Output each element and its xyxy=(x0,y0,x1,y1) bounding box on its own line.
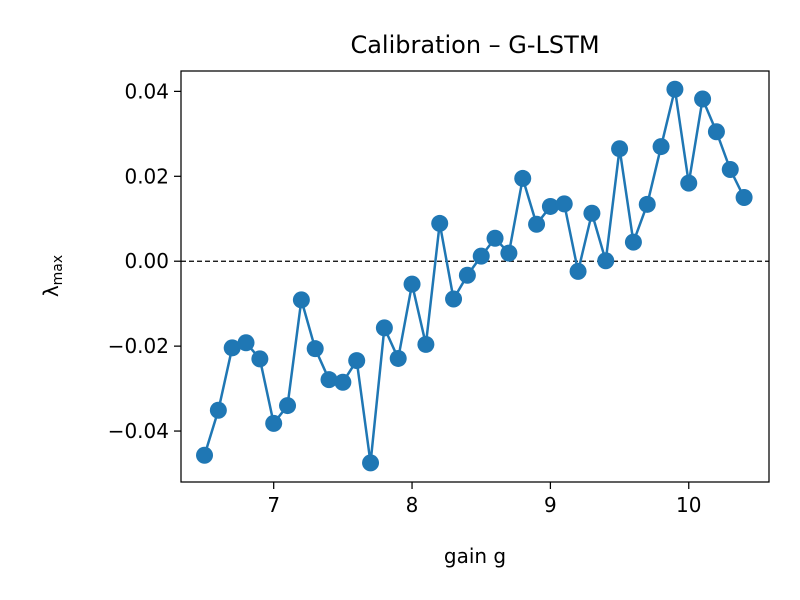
x-tick-label: 7 xyxy=(267,493,280,517)
data-point xyxy=(624,233,642,251)
series-line xyxy=(203,88,746,465)
data-point xyxy=(666,80,684,98)
data-point xyxy=(486,229,504,247)
data-point xyxy=(500,244,518,262)
y-tick-label: −0.02 xyxy=(108,334,169,358)
data-point xyxy=(306,340,324,358)
data-point xyxy=(196,446,214,464)
chart-title: Calibration – G-LSTM xyxy=(350,31,599,59)
plot-area-frame xyxy=(180,70,770,483)
data-point xyxy=(265,414,283,432)
y-axis-ticks: −0.04 −0.02 0.00 0.02 0.04 xyxy=(108,79,181,443)
data-point xyxy=(458,266,476,284)
data-point xyxy=(251,350,269,368)
y-axis-label-main: λ xyxy=(39,285,63,297)
data-point xyxy=(652,138,670,156)
x-tick-label: 9 xyxy=(544,493,557,517)
data-point xyxy=(445,290,463,308)
data-point xyxy=(320,371,338,389)
data-point xyxy=(735,189,753,207)
data-point xyxy=(541,197,559,215)
y-tick-label: −0.04 xyxy=(108,419,169,443)
data-point xyxy=(472,247,490,265)
data-point xyxy=(694,90,712,108)
data-point xyxy=(431,214,449,232)
data-point xyxy=(334,373,352,391)
y-tick-label: 0.00 xyxy=(124,249,169,273)
data-point xyxy=(721,161,739,179)
data-point xyxy=(362,454,380,472)
data-point xyxy=(528,215,546,233)
data-point xyxy=(417,335,435,353)
data-point-layer xyxy=(196,80,753,472)
data-point xyxy=(223,339,241,357)
data-point xyxy=(583,204,601,222)
data-point xyxy=(375,319,393,337)
x-tick-label: 8 xyxy=(406,493,419,517)
data-point xyxy=(680,174,698,192)
data-point xyxy=(237,334,255,352)
data-point xyxy=(209,401,227,419)
data-point xyxy=(555,195,573,213)
x-axis-label: gain g xyxy=(444,544,506,568)
data-point xyxy=(292,291,310,309)
data-point xyxy=(279,397,297,415)
y-axis-label-subscript: max xyxy=(50,255,66,286)
data-point xyxy=(514,169,532,187)
data-point xyxy=(638,195,656,213)
y-tick-label: 0.02 xyxy=(124,164,169,188)
data-point xyxy=(707,123,725,141)
data-point xyxy=(611,140,629,158)
data-point xyxy=(569,262,587,280)
y-axis-label: λmax xyxy=(39,255,66,297)
data-point xyxy=(389,349,407,367)
x-axis-ticks: 7 8 9 10 xyxy=(267,482,701,517)
data-point xyxy=(597,252,615,270)
data-point xyxy=(348,352,366,370)
x-tick-label: 10 xyxy=(676,493,701,517)
series-line-layer xyxy=(203,88,746,465)
y-tick-label: 0.04 xyxy=(124,79,169,103)
data-point xyxy=(403,275,421,293)
